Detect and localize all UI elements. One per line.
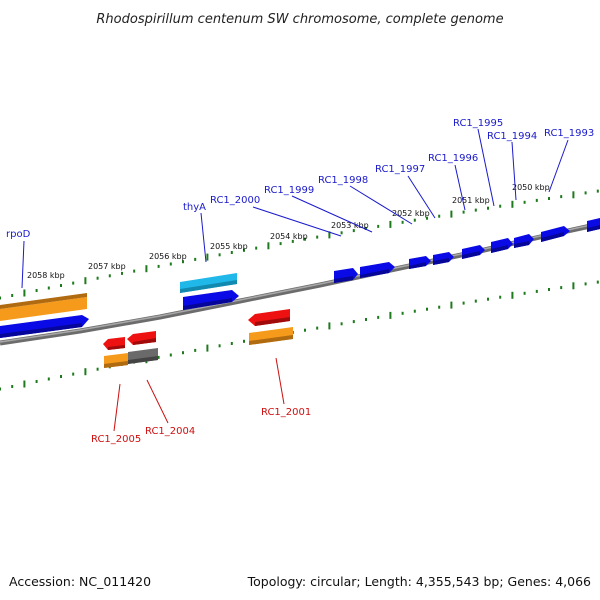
gene-label[interactable]: RC1_1994	[487, 131, 537, 142]
cds-feature-shade	[433, 258, 449, 265]
scale-label: 2050 kbp	[512, 183, 550, 192]
cds-feature-shade	[587, 225, 600, 232]
gene-label[interactable]: RC1_1998	[318, 175, 368, 186]
leader-line	[252, 206, 342, 237]
gene-label[interactable]: RC1_1993	[544, 128, 594, 139]
leader-line	[146, 379, 169, 424]
gene-label[interactable]: RC1_1997	[375, 164, 425, 175]
accession-text: Accession: NC_011420	[9, 574, 151, 589]
scale-label: 2054 kbp	[270, 232, 308, 241]
gene-label[interactable]: RC1_2005	[91, 434, 141, 445]
gene-label[interactable]: rpoD	[6, 229, 31, 240]
reverse-features	[103, 309, 293, 368]
leader-line	[200, 212, 207, 263]
scale-label: 2058 kbp	[27, 271, 65, 280]
leader-line	[291, 195, 373, 233]
cds-feature-shade	[462, 251, 480, 259]
forward-labels: rpoD thyA RC1_2000 RC1_1999 RC1_1998 RC1…	[6, 118, 594, 289]
gene-rpoD[interactable]	[0, 297, 87, 321]
leader-line	[113, 383, 121, 432]
gene-label[interactable]: RC1_2000	[210, 195, 260, 206]
cds-feature-shade	[409, 262, 426, 269]
cds-feature-shade	[334, 276, 353, 283]
scale-label: 2056 kbp	[149, 252, 187, 261]
leader-line	[21, 240, 25, 289]
scale-label: 2051 kbp	[452, 196, 490, 205]
topology-text: Topology: circular; Length: 4,355,543 bp…	[247, 574, 591, 589]
forward-features	[0, 218, 600, 338]
cds-feature-shade	[0, 323, 82, 338]
cds-feature-shade	[491, 245, 508, 253]
leader-line	[349, 185, 413, 225]
gene-label[interactable]: RC1_2001	[261, 407, 311, 418]
scale-labels: 2058 kbp 2057 kbp 2056 kbp 2055 kbp 2054…	[27, 183, 550, 280]
gene-RC1_2005-shade	[108, 345, 125, 350]
gene-thyA-shade	[180, 280, 237, 293]
leader-line	[477, 128, 495, 207]
gene-orange-feature-shade	[104, 361, 128, 368]
scale-label: 2057 kbp	[88, 262, 126, 271]
gene-RC1_2004-shade	[133, 338, 156, 345]
cds-feature-shade	[360, 269, 389, 278]
cds-feature-shade	[514, 241, 529, 248]
scale-label: 2053 kbp	[331, 221, 369, 230]
gene-orange-feature-shade	[249, 335, 293, 345]
gene-gray-feature-shade	[128, 356, 158, 364]
gene-label[interactable]: RC1_2004	[145, 426, 195, 437]
gene-label[interactable]: RC1_1995	[453, 118, 503, 129]
scale-label: 2055 kbp	[210, 242, 248, 251]
reverse-labels: RC1_2005 RC1_2004 RC1_2001	[91, 357, 311, 445]
leader-line	[511, 141, 517, 201]
map-title: Rhodospirillum centenum SW chromosome, c…	[96, 12, 503, 27]
gene-RC1_2001-shade	[255, 317, 290, 326]
cds-feature-shade	[183, 298, 232, 310]
scale-label: 2052 kbp	[392, 209, 430, 218]
leader-line	[275, 357, 285, 405]
scale-ticks-lower	[0, 280, 599, 391]
cds-feature-shade	[541, 232, 564, 242]
leader-line	[548, 139, 569, 193]
gene-label[interactable]: RC1_1996	[428, 153, 478, 164]
scale-ticks-upper	[0, 189, 599, 300]
leader-line	[454, 164, 466, 211]
leader-line	[407, 175, 436, 219]
gene-label[interactable]: thyA	[183, 202, 206, 213]
gene-label[interactable]: RC1_1999	[264, 185, 314, 196]
gene-rpoD-edge	[0, 293, 87, 309]
